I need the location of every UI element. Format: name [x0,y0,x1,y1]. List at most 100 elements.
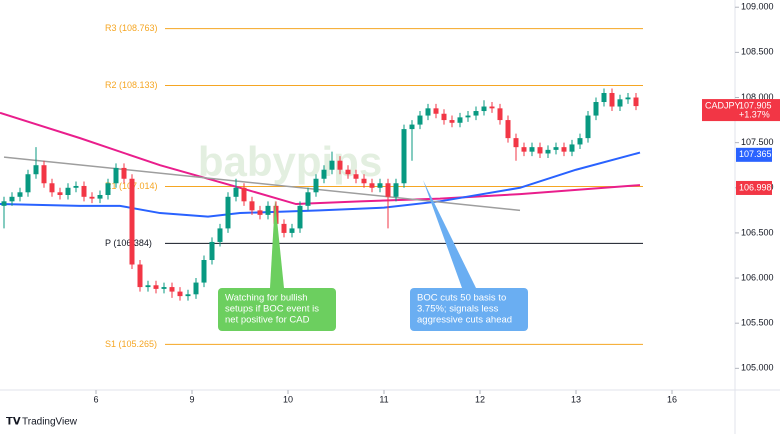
indicator-line [0,151,641,218]
candle-body [593,102,599,116]
candle-body [185,294,191,297]
y-tick-label: 108.500 [741,47,774,57]
candle-body [353,174,359,179]
candle-body [217,228,223,242]
footer-logo: 𝗧𝗩 [6,417,21,428]
candle-body [449,120,455,123]
annotation-text: Watching for bullish [225,293,308,304]
candle-body [545,149,551,154]
candle-body [233,187,239,197]
candle-body [57,192,63,195]
y-tick-label: 106.000 [741,272,774,282]
candle-body [41,165,47,184]
indicator-line [0,111,641,206]
candle-body [25,174,31,193]
annotation-text: net positive for CAD [225,315,310,326]
annotation-pointer [270,200,284,288]
y-tick-label: 109.000 [741,2,774,12]
candle-body [609,92,615,107]
pivot-label: S1 (105.265) [105,339,157,349]
y-tick-label: 105.000 [741,363,774,373]
candle-body [361,178,367,184]
candle-body [137,264,143,288]
candle-body [305,192,311,206]
candle-body [505,120,511,139]
watermark: babypips [198,138,382,185]
candle-body [209,241,215,260]
candle-body [121,167,127,179]
symbol-label: CADJPY [705,100,741,110]
candle-body [481,106,487,112]
y-tick-label: 106.500 [741,227,774,237]
candle-body [161,287,167,289]
x-tick-label: 11 [379,394,388,404]
x-tick-label: 6 [93,394,98,404]
candle-body [89,196,95,199]
price-tag-label: 106.998 [739,182,772,192]
annotation-box [218,288,336,331]
candle-body [633,97,639,107]
last-price-tag [702,99,780,122]
candle-body [33,165,39,175]
candle-body [417,115,423,125]
candle-body [625,97,631,100]
candle-body [337,160,343,170]
candle-body [73,185,79,188]
change-label: +1.37% [739,109,770,119]
candle-body [153,285,159,289]
candle-body [441,113,447,121]
price-tag [736,180,772,195]
pivot-label: R2 (108.133) [105,80,158,90]
x-tick-label: 13 [571,394,581,404]
last-price-label: 107.905 [739,100,772,110]
candle-body [113,167,119,184]
pivot-label: P (106.384) [105,238,152,248]
candle-body [401,129,407,184]
annotation-box [410,288,528,331]
candle-body [169,287,175,292]
annotation-text: aggressive cuts ahead [417,315,512,326]
candle-body [257,210,263,215]
candle-body [465,115,471,118]
candle-body [105,183,111,195]
candle-body [193,282,199,295]
candle-body [497,108,503,121]
candle-body [513,138,519,148]
candle-body [289,228,295,233]
candle-body [585,115,591,139]
y-tick-label: 107.500 [741,137,774,147]
candle-body [537,147,543,154]
candle-body [329,160,335,170]
candle-body [81,185,87,197]
candle-body [569,144,575,152]
candle-body [617,99,623,107]
candle-body [177,291,183,297]
candle-body [9,196,15,202]
candle-body [529,147,535,152]
candle-body [393,183,399,197]
pivot-label: R3 (108.763) [105,23,158,33]
candle-body [577,138,583,145]
indicator-line [3,156,521,212]
y-tick-label: 108.000 [741,92,774,102]
candle-body [97,195,103,199]
candle-body [489,106,495,109]
price-tag-label: 107.365 [739,149,772,159]
candle-body [225,196,231,229]
candle-body [265,205,271,215]
x-tick-label: 10 [283,394,293,404]
candle-body [385,183,391,197]
x-tick-label: 9 [189,394,194,404]
annotation-text: setups if BOC event is [225,304,319,315]
candle-body [321,169,327,179]
candle-body [313,178,319,193]
candle-body [281,223,287,233]
candle-body [1,201,7,206]
candle-body [369,183,375,188]
candle-body [249,201,255,211]
candle-body [17,192,23,197]
candle-body [345,169,351,175]
candle-body [457,117,463,123]
